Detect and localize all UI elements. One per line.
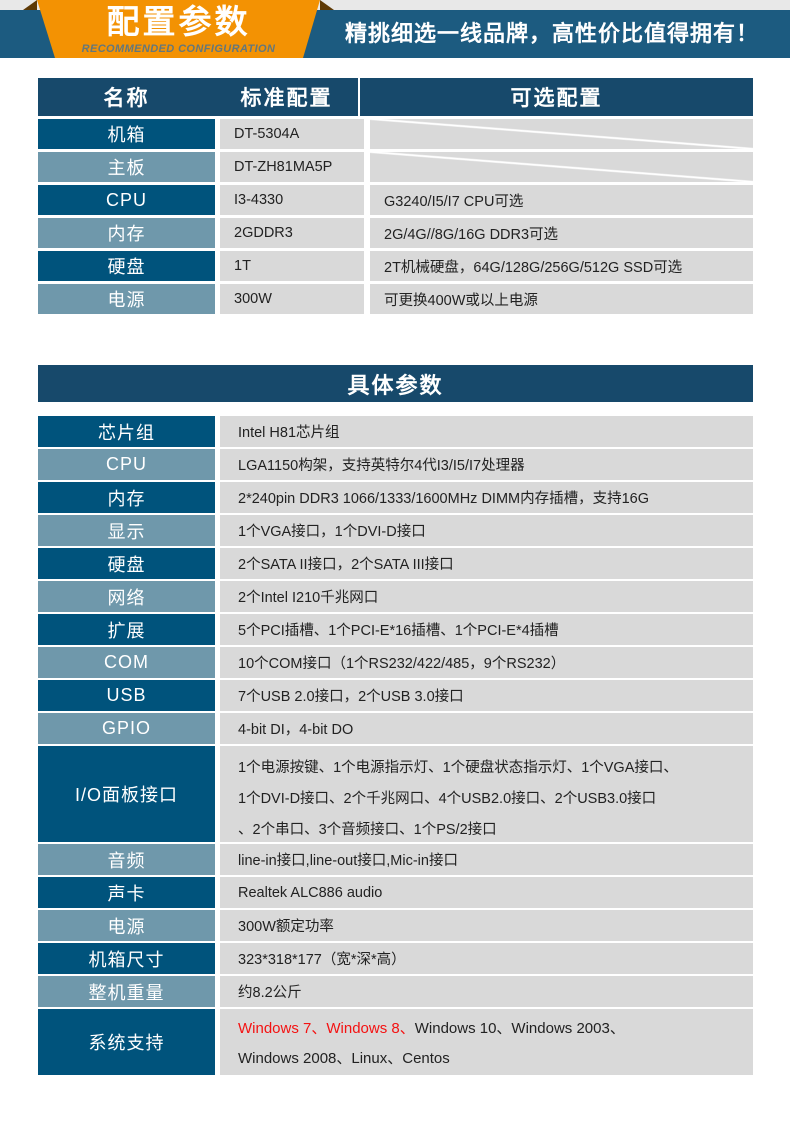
standard-value: I3-4330 xyxy=(220,185,364,215)
row-label: 硬盘 xyxy=(38,251,215,281)
row-value: 约8.2公斤 xyxy=(220,976,753,1007)
page-header: 精挑细选一线品牌，高性价比值得拥有！ 配置参数 RECOMMENDED CONF… xyxy=(0,0,790,58)
row-label: 内存 xyxy=(38,218,215,248)
optional-value-empty xyxy=(370,119,753,149)
page-content: 名称 标准配置 可选配置 机箱 DT-5304A 主板 DT-ZH81MA5P … xyxy=(0,78,753,1075)
row-label: 音频 xyxy=(38,844,215,875)
standard-value: 1T xyxy=(220,251,364,281)
row-value: Realtek ALC886 audio xyxy=(220,877,753,908)
table-row: 扩展 5个PCI插槽、1个PCI-E*16插槽、1个PCI-E*4插槽 xyxy=(38,614,753,645)
row-label: 硬盘 xyxy=(38,548,215,579)
io-line-2: 1个DVI-D接口、2个千兆网口、4个USB2.0接口、2个USB3.0接口 xyxy=(238,791,657,807)
table-row: USB 7个USB 2.0接口，2个USB 3.0接口 xyxy=(38,680,753,711)
row-value: 10个COM接口（1个RS232/422/485，9个RS232） xyxy=(220,647,753,678)
detail-section-title: 具体参数 xyxy=(38,365,753,402)
row-value: Intel H81芯片组 xyxy=(220,416,753,447)
row-label: 机箱 xyxy=(38,119,215,149)
row-label: GPIO xyxy=(38,713,215,744)
page-title: 配置参数 xyxy=(106,3,251,40)
row-label: 芯片组 xyxy=(38,416,215,447)
row-label: 主板 xyxy=(38,152,215,182)
table-row: 硬盘 1T 2T机械硬盘，64G/128G/256G/512G SSD可选 xyxy=(38,251,753,281)
row-label: 电源 xyxy=(38,910,215,941)
row-label: 声卡 xyxy=(38,877,215,908)
os-line-1: Windows 7、Windows 8、Windows 10、Windows 2… xyxy=(238,1014,743,1044)
row-label: 内存 xyxy=(38,482,215,513)
row-value-multiline: 1个电源按键、1个电源指示灯、1个硬盘状态指示灯、1个VGA接口、 1个DVI-… xyxy=(220,746,753,842)
os-regular: Windows 10、Windows 2003、 xyxy=(414,1020,625,1037)
row-value: 4-bit DI，4-bit DO xyxy=(220,713,753,744)
table-row: 整机重量 约8.2公斤 xyxy=(38,976,753,1007)
table-row-os-support: 系统支持 Windows 7、Windows 8、Windows 10、Wind… xyxy=(38,1009,753,1075)
table-row: 硬盘 2个SATA II接口，2个SATA III接口 xyxy=(38,548,753,579)
row-value: 7个USB 2.0接口，2个USB 3.0接口 xyxy=(220,680,753,711)
table-row: 声卡 Realtek ALC886 audio xyxy=(38,877,753,908)
table-row: 显示 1个VGA接口，1个DVI-D接口 xyxy=(38,515,753,546)
table-row: 电源 300W额定功率 xyxy=(38,910,753,941)
row-label: CPU xyxy=(38,449,215,480)
optional-value: 2T机械硬盘，64G/128G/256G/512G SSD可选 xyxy=(370,251,753,281)
row-value-multiline: Windows 7、Windows 8、Windows 10、Windows 2… xyxy=(220,1009,753,1075)
table-row: 音频 line-in接口,line-out接口,Mic-in接口 xyxy=(38,844,753,875)
col-header-name: 名称 xyxy=(38,78,215,116)
row-value: LGA1150构架，支持英特尔4代I3/I5/I7处理器 xyxy=(220,449,753,480)
row-label: 电源 xyxy=(38,284,215,314)
row-label: 整机重量 xyxy=(38,976,215,1007)
table-row: GPIO 4-bit DI，4-bit DO xyxy=(38,713,753,744)
row-label: CPU xyxy=(38,185,215,215)
row-value: line-in接口,line-out接口,Mic-in接口 xyxy=(220,844,753,875)
os-highlighted: Windows 7、Windows 8、 xyxy=(238,1020,415,1037)
table-row: 电源 300W 可更换400W或以上电源 xyxy=(38,284,753,314)
table-row: COM 10个COM接口（1个RS232/422/485，9个RS232） xyxy=(38,647,753,678)
header-slogan: 精挑细选一线品牌，高性价比值得拥有！ xyxy=(345,21,760,46)
standard-value: 2GDDR3 xyxy=(220,218,364,248)
row-label: 显示 xyxy=(38,515,215,546)
io-line-1: 1个电源按键、1个电源指示灯、1个硬盘状态指示灯、1个VGA接口、 xyxy=(238,760,678,776)
optional-value: G3240/I5/I7 CPU可选 xyxy=(370,185,753,215)
config-table-header: 名称 标准配置 可选配置 xyxy=(38,78,753,116)
col-header-optional: 可选配置 xyxy=(360,78,753,116)
row-value: 5个PCI插槽、1个PCI-E*16插槽、1个PCI-E*4插槽 xyxy=(220,614,753,645)
row-value: 2个SATA II接口，2个SATA III接口 xyxy=(220,548,753,579)
row-label: COM xyxy=(38,647,215,678)
ribbon-fold-left xyxy=(23,0,37,10)
page-subtitle: RECOMMENDED CONFIGURATION xyxy=(81,43,276,55)
config-table: 名称 标准配置 可选配置 机箱 DT-5304A 主板 DT-ZH81MA5P … xyxy=(38,78,753,314)
table-row: 机箱 DT-5304A xyxy=(38,119,753,149)
table-row: 主板 DT-ZH81MA5P xyxy=(38,152,753,182)
table-row: 芯片组 Intel H81芯片组 xyxy=(38,416,753,447)
standard-value: DT-5304A xyxy=(220,119,364,149)
standard-value: DT-ZH81MA5P xyxy=(220,152,364,182)
detail-table: 芯片组 Intel H81芯片组 CPU LGA1150构架，支持英特尔4代I3… xyxy=(38,416,753,1075)
orange-ribbon: 配置参数 RECOMMENDED CONFIGURATION xyxy=(37,0,320,58)
optional-value: 2G/4G//8G/16G DDR3可选 xyxy=(370,218,753,248)
io-line-3: 、2个串口、3个音频接口、1个PS/2接口 xyxy=(238,822,497,838)
os-line-2: Windows 2008、Linux、Centos xyxy=(238,1050,450,1067)
row-label: 扩展 xyxy=(38,614,215,645)
row-value: 1个VGA接口，1个DVI-D接口 xyxy=(220,515,753,546)
table-row: 网络 2个Intel I210千兆网口 xyxy=(38,581,753,612)
row-value: 2个Intel I210千兆网口 xyxy=(220,581,753,612)
optional-value: 可更换400W或以上电源 xyxy=(370,284,753,314)
col-header-standard: 标准配置 xyxy=(215,78,358,116)
row-label: 系统支持 xyxy=(38,1009,215,1075)
ribbon-fold-right xyxy=(320,0,334,10)
table-row: CPU I3-4330 G3240/I5/I7 CPU可选 xyxy=(38,185,753,215)
row-label: 网络 xyxy=(38,581,215,612)
table-row: 内存 2*240pin DDR3 1066/1333/1600MHz DIMM内… xyxy=(38,482,753,513)
table-row: 机箱尺寸 323*318*177（宽*深*高） xyxy=(38,943,753,974)
row-label: I/O面板接口 xyxy=(38,746,215,842)
optional-value-empty xyxy=(370,152,753,182)
table-row: CPU LGA1150构架，支持英特尔4代I3/I5/I7处理器 xyxy=(38,449,753,480)
table-row: 内存 2GDDR3 2G/4G//8G/16G DDR3可选 xyxy=(38,218,753,248)
row-value: 2*240pin DDR3 1066/1333/1600MHz DIMM内存插槽… xyxy=(220,482,753,513)
table-row-io-panel: I/O面板接口 1个电源按键、1个电源指示灯、1个硬盘状态指示灯、1个VGA接口… xyxy=(38,746,753,842)
row-label: 机箱尺寸 xyxy=(38,943,215,974)
row-value: 323*318*177（宽*深*高） xyxy=(220,943,753,974)
row-label: USB xyxy=(38,680,215,711)
standard-value: 300W xyxy=(220,284,364,314)
row-value: 300W额定功率 xyxy=(220,910,753,941)
